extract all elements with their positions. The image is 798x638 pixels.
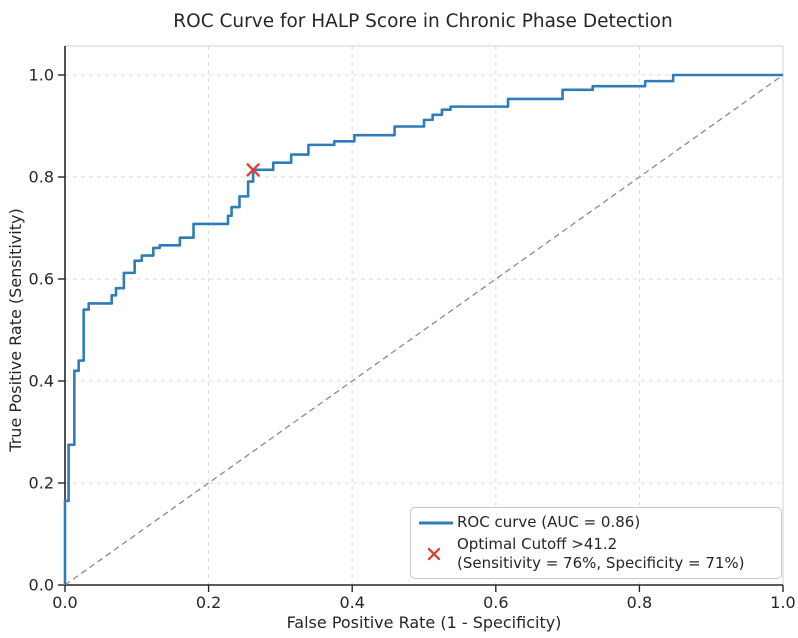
y-tick-label: 0.2 — [29, 474, 54, 493]
y-tick-label: 0.4 — [29, 372, 54, 391]
x-tick-label: 0.0 — [52, 593, 77, 612]
y-tick-label: 0.0 — [29, 576, 54, 595]
legend-cutoff-label: Optimal Cutoff >41.2 (Sensitivity = 76%,… — [457, 535, 745, 573]
x-tick-label: 0.8 — [627, 593, 652, 612]
y-axis-label: True Positive Rate (Sensitivity) — [6, 208, 25, 452]
y-tick-label: 0.6 — [29, 270, 54, 289]
legend-row-roc: ROC curve (AUC = 0.86) — [415, 513, 775, 532]
cutoff-marker-sample-svg — [427, 547, 441, 561]
axis-ticks — [58, 74, 784, 592]
x-tick-label: 0.2 — [196, 593, 221, 612]
roc-line-sample-svg — [419, 521, 453, 524]
legend-row-cutoff: Optimal Cutoff >41.2 (Sensitivity = 76%,… — [415, 535, 775, 573]
cutoff-x-stroke — [246, 163, 260, 177]
x-tick-label: 1.0 — [770, 593, 795, 612]
x-tick-label: 0.6 — [483, 593, 508, 612]
x-axis-label: False Positive Rate (1 - Specificity) — [287, 613, 562, 632]
cutoff-marker-sample-stroke — [427, 547, 441, 561]
y-tick-label: 1.0 — [29, 66, 54, 85]
chart-title: ROC Curve for HALP Score in Chronic Phas… — [173, 11, 672, 32]
cutoff-x-icon — [415, 546, 457, 562]
axes-spines — [64, 45, 784, 586]
legend-cutoff-line1: Optimal Cutoff >41.2 — [457, 535, 618, 553]
chance-diagonal-line — [64, 74, 784, 586]
legend-cutoff-line2: (Sensitivity = 76%, Specificity = 71%) — [457, 554, 745, 572]
x-tick-label: 0.4 — [339, 593, 364, 612]
y-tick-labels: 0.0 0.2 0.4 0.6 0.8 1.0 — [29, 66, 54, 595]
legend-roc-label: ROC curve (AUC = 0.86) — [457, 513, 641, 531]
y-tick-label: 0.8 — [29, 168, 54, 187]
roc-curve-line — [63, 73, 783, 585]
x-tick-labels: 0.0 0.2 0.4 0.6 0.8 1.0 — [52, 593, 795, 612]
optimal-cutoff-marker — [246, 163, 260, 177]
legend: ROC curve (AUC = 0.86) Optimal Cutoff >4… — [410, 507, 782, 579]
roc-line-sample — [415, 520, 457, 526]
